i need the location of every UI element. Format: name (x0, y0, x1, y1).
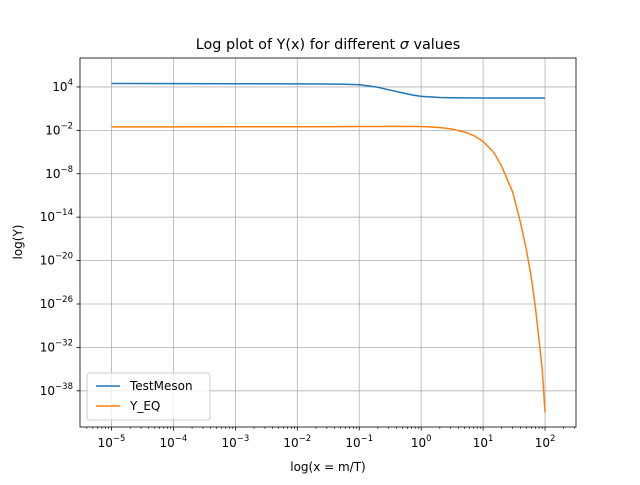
y-tick-label: 10−2 (45, 121, 73, 137)
legend-frame (86, 372, 211, 421)
series-layer (111, 82, 546, 413)
legend: TestMeson Y_EQ (86, 372, 211, 421)
x-tick-label: 10−5 (98, 434, 126, 450)
x-tick-label: 10−1 (345, 434, 373, 450)
y-tick-label: 10−20 (40, 252, 73, 268)
y-tick-label: 10−26 (40, 295, 73, 311)
y-tick-labels: 104 10−2 10−8 10−14 10−20 10−26 10−32 10−38 (40, 78, 73, 398)
axis-ticks (76, 86, 575, 431)
chart-title: Log plot of Y(x) for different σ values (196, 37, 461, 53)
axes-frame (79, 57, 577, 428)
plot-area (80, 58, 576, 427)
x-tick-label: 10−4 (160, 434, 188, 450)
series-line-y-eq (111, 125, 546, 413)
y-tick-label: 10−38 (40, 382, 73, 398)
sigma-symbol: σ (400, 37, 410, 53)
x-tick-label: 10−3 (221, 434, 249, 450)
x-tick-label: 100 (411, 434, 432, 450)
legend-label-testmeson: TestMeson (129, 379, 193, 393)
y-tick-label: 10−8 (45, 165, 73, 181)
x-axis-label: log(x = m/T) (290, 460, 366, 474)
grid-lines (80, 58, 576, 427)
x-tick-labels: 10−5 10−4 10−3 10−2 10−1 100 101 102 (98, 434, 556, 450)
x-tick-label: 102 (535, 434, 556, 450)
x-tick-label: 10−2 (283, 434, 311, 450)
y-tick-label: 10−14 (40, 208, 73, 224)
y-tick-label: 10−32 (40, 338, 73, 354)
legend-label-y-eq: Y_EQ (129, 399, 160, 413)
y-axis-label: log(Y) (11, 225, 25, 260)
y-tick-label: 104 (52, 78, 73, 94)
series-line-testmeson (111, 82, 546, 99)
x-tick-label: 101 (473, 434, 494, 450)
